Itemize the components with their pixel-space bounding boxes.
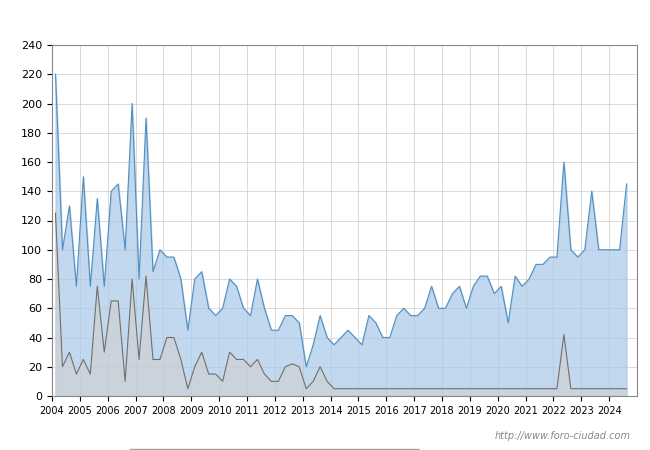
Text: http://www.foro-ciudad.com: http://www.foro-ciudad.com <box>495 431 630 441</box>
Legend: Viviendas Nuevas, Viviendas Usadas: Viviendas Nuevas, Viviendas Usadas <box>129 449 419 450</box>
Text: Úbeda - Evolucion del Nº de Transacciones Inmobiliarias: Úbeda - Evolucion del Nº de Transaccione… <box>110 10 540 26</box>
